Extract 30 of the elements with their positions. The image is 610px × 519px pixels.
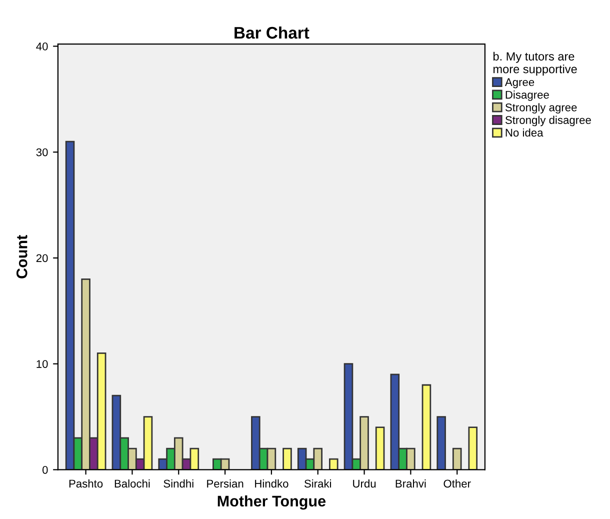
legend-label: Disagree [506, 90, 549, 101]
bar [375, 426, 385, 470]
legend-label: Strongly disagree [505, 116, 591, 126]
x-tick-label: Hindko [255, 479, 288, 488]
legend-label: No idea [506, 128, 544, 137]
bar [468, 426, 478, 470]
chart-title: Bar Chart [234, 26, 310, 39]
y-tick-label: 20 [36, 254, 48, 262]
y-tick-label: 10 [36, 360, 48, 368]
x-axis-title: Mother Tongue [218, 495, 326, 510]
x-tick-label: Sindhi [164, 479, 194, 488]
y-tick-label: 0 [42, 466, 48, 474]
bar [329, 458, 338, 470]
x-tick-label: Other [444, 479, 471, 488]
y-tick-label: 40 [36, 42, 48, 50]
x-tick-label: Pashto [69, 479, 103, 488]
x-tick-label: Persian [207, 479, 244, 488]
legend-label: Strongly agree [505, 103, 577, 114]
x-tick-label: Siraki [304, 479, 332, 488]
legend-label: Agree [504, 78, 534, 88]
x-tick-label: Urdu [353, 479, 376, 488]
legend-title: b. My tutors are more supportive [493, 52, 577, 76]
y-tick-label: 30 [36, 148, 48, 156]
x-tick-label: Brahvi [396, 479, 426, 488]
bar [282, 448, 292, 470]
bar [452, 448, 462, 470]
bar [436, 416, 446, 470]
y-axis-title: Count [16, 235, 28, 278]
bar [422, 384, 432, 470]
x-tick-label: Balochi [114, 479, 150, 488]
